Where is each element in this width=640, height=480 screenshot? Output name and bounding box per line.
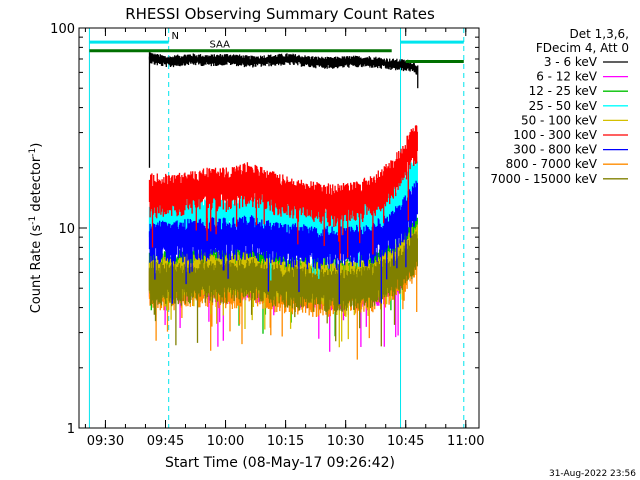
legend-label: 25 - 50 keV	[529, 99, 598, 113]
footer-timestamp: 31-Aug-2022 23:56	[549, 469, 636, 479]
x-tick-label: 09:45	[147, 434, 184, 449]
legend-label: 7000 - 15000 keV	[490, 172, 597, 186]
y-tick-label: 1	[67, 422, 75, 437]
legend-header-line-2: FDecim 4, Att 0	[536, 41, 629, 55]
legend-label: 12 - 25 keV	[529, 84, 598, 98]
plot-area: N SAA	[88, 28, 465, 428]
y-axis-label-end: )	[29, 143, 44, 148]
y-axis-label-main: Count Rate (s	[29, 225, 44, 314]
legend-header-line-1: Det 1,3,6,	[570, 27, 630, 41]
series-trace	[148, 52, 418, 75]
y-axis-label-sup1: -1	[28, 216, 38, 225]
legend-label: 800 - 7000 keV	[506, 157, 598, 171]
y-axis-label-mid: detector	[29, 156, 44, 216]
legend-label: 100 - 300 keV	[513, 128, 597, 142]
annotation-label: N	[171, 31, 178, 42]
series-trace	[148, 125, 418, 260]
y-tick-label: 100	[50, 22, 75, 37]
y-axis-ticks: 1 10 100	[50, 22, 479, 437]
chart-title: RHESSI Observing Summary Count Rates	[125, 5, 435, 23]
annotation-label: SAA	[210, 39, 231, 50]
series-3-6kev	[148, 52, 418, 75]
legend-label: 6 - 12 keV	[536, 70, 598, 84]
x-tick-label: 10:30	[327, 434, 364, 449]
x-tick-label: 10:45	[387, 434, 424, 449]
legend-label: 300 - 800 keV	[513, 143, 597, 157]
x-tick-label: 10:00	[207, 434, 244, 449]
x-axis-label: Start Time (08-May-17 09:26:42)	[165, 455, 395, 471]
y-axis-label: Count Rate (s-1 detector-1)	[28, 143, 44, 314]
legend-label: 50 - 100 keV	[521, 113, 598, 127]
series-trace	[148, 180, 418, 305]
legend-label: 3 - 6 keV	[544, 55, 598, 69]
y-axis-label-sup2: -1	[28, 148, 38, 157]
y-tick-label: 10	[58, 222, 75, 237]
series-100-300kev	[148, 125, 418, 260]
x-axis-ticks: 09:30 09:45 10:00 10:15 10:30 10:45 11:00	[84, 28, 485, 449]
series-300-800kev	[148, 180, 418, 305]
x-tick-label: 11:00	[447, 434, 484, 449]
x-tick-label: 10:15	[267, 434, 304, 449]
x-tick-label: 09:30	[87, 434, 124, 449]
